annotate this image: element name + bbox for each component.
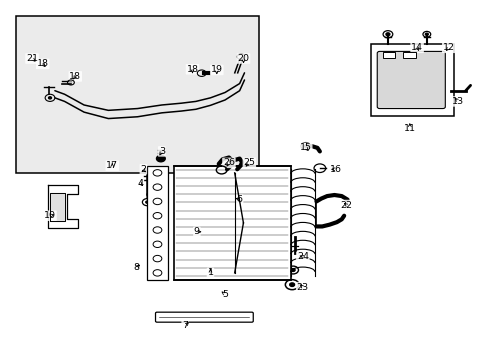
Text: 26: 26 [223,158,234,167]
Circle shape [48,97,51,99]
Bar [403,53,415,58]
Circle shape [425,33,427,35]
Text: 21: 21 [26,54,38,63]
Text: 14: 14 [410,43,422,52]
Text: 10: 10 [44,211,56,220]
Text: 2: 2 [140,165,146,174]
Text: 7: 7 [182,321,188,330]
Text: 25: 25 [243,158,255,167]
Text: 18: 18 [69,72,81,81]
Text: 6: 6 [236,195,242,204]
Circle shape [290,269,294,271]
Bar [147,166,167,280]
Text: 9: 9 [193,227,200,236]
Text: 19: 19 [210,66,223,75]
Text: 8: 8 [133,263,139,272]
Text: 12: 12 [442,43,454,52]
FancyBboxPatch shape [155,312,253,322]
Circle shape [385,33,389,36]
Text: 17: 17 [106,161,118,170]
Polygon shape [47,185,78,228]
Text: 11: 11 [403,124,415,133]
Text: 22: 22 [340,201,352,210]
Text: 13: 13 [451,97,464,106]
Circle shape [156,156,165,162]
Text: 3: 3 [159,147,164,156]
Text: 18: 18 [186,65,198,74]
Text: 23: 23 [296,283,308,292]
Text: 5: 5 [222,290,227,299]
Text: 15: 15 [299,143,311,152]
Bar [382,53,394,58]
Bar [174,166,290,280]
FancyBboxPatch shape [376,51,445,109]
Text: 18: 18 [37,59,49,68]
Polygon shape [50,193,64,221]
Text: 1: 1 [207,268,213,277]
Circle shape [145,201,148,203]
Bar [16,16,259,173]
Bar [370,44,453,116]
Circle shape [289,283,294,287]
Text: 24: 24 [296,252,308,261]
Text: 16: 16 [329,165,341,174]
Text: 20: 20 [237,54,249,63]
Text: 4: 4 [137,179,143,188]
